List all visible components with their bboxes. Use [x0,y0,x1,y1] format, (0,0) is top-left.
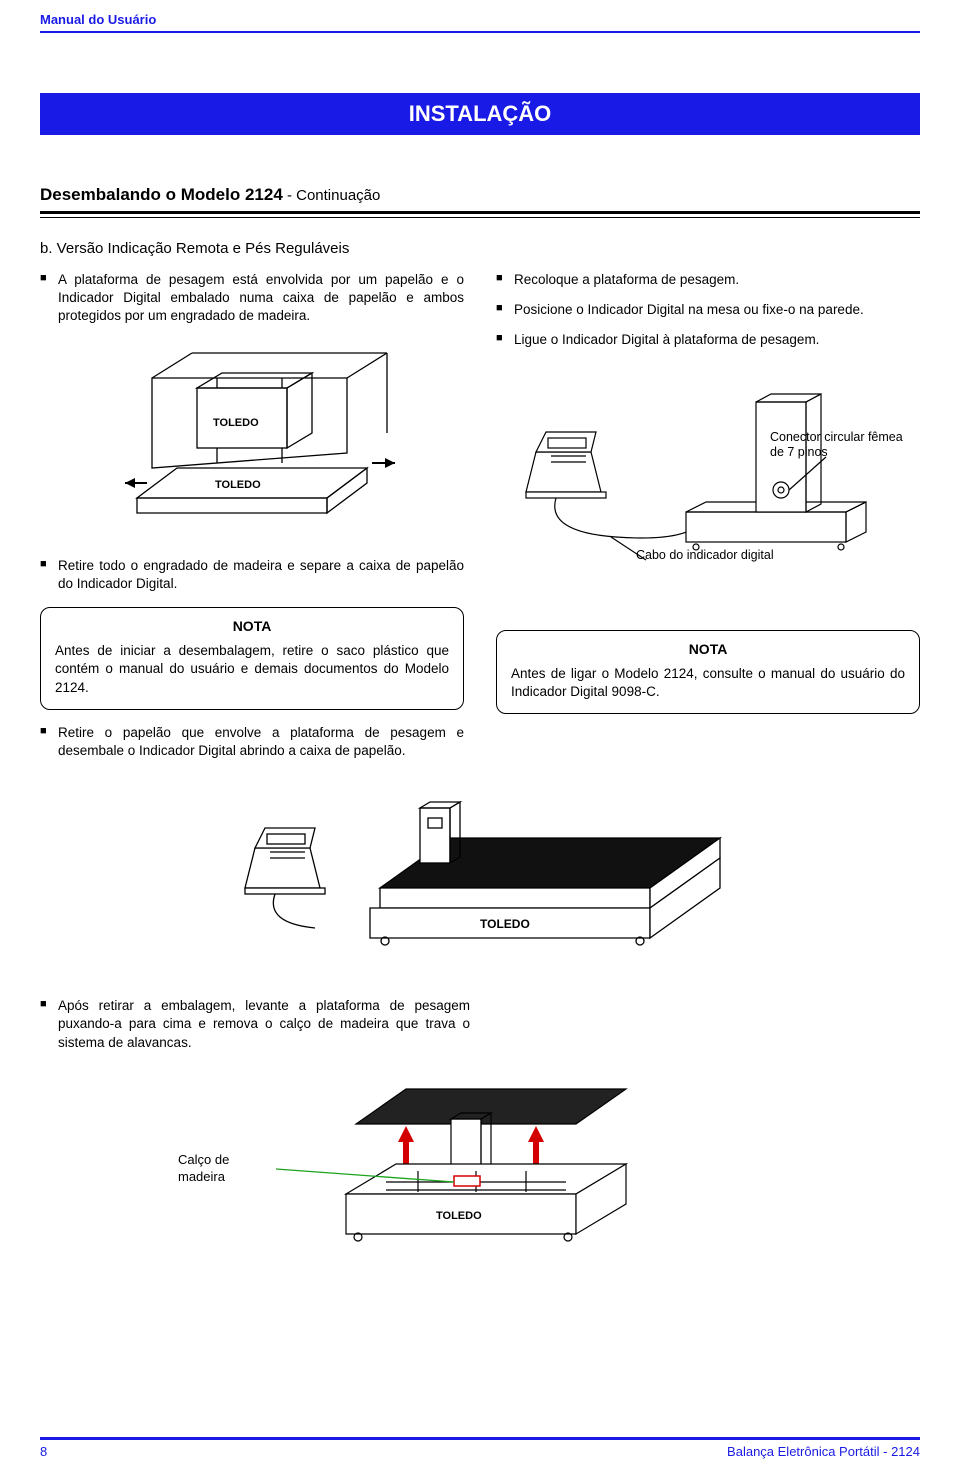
right-bullet-3: Ligue o Indicador Digital à plataforma d… [496,331,920,349]
figure-platform: TOLEDO [40,778,920,981]
section-heading-text: Desembalando o Modelo 2124 [40,185,283,204]
svg-text:TOLEDO: TOLEDO [215,479,261,491]
header-title: Manual do Usuário [40,12,920,27]
figure-connector: Conector circular fêmea de 7 pinos Cabo … [496,362,920,572]
right-bullet-1: Recoloque a plataforma de pesagem. [496,271,920,289]
footer-rule [40,1437,920,1440]
svg-text:TOLEDO: TOLEDO [213,417,259,429]
section-continuation: - Continuação [283,187,381,204]
figure-crate: TOLEDO TOLEDO [40,338,464,541]
svg-text:TOLEDO: TOLEDO [480,917,530,931]
nota-box-2: NOTA Antes de ligar o Modelo 2124, consu… [496,630,920,714]
nota2-body: Antes de ligar o Modelo 2124, consulte o… [511,665,905,701]
left-bullet-3: Retire o papelão que envolve a plataform… [40,724,464,760]
right-column: Recoloque a plataforma de pesagem. Posic… [496,271,920,772]
left-bullet-4: Após retirar a embalagem, levante a plat… [40,997,470,1052]
section-rule-thin [40,217,920,218]
left-column: A plataforma de pesagem está envolvida p… [40,271,464,772]
nota2-title: NOTA [511,641,905,657]
nota1-body: Antes de iniciar a desembalagem, retire … [55,642,449,697]
nota1-title: NOTA [55,618,449,634]
left-bullet-1: A plataforma de pesagem está envolvida p… [40,271,464,326]
calco-label: Calço de madeira [178,1152,258,1186]
product-name: Balança Eletrônica Portátil - 2124 [727,1444,920,1459]
right-bullet-2: Posicione o Indicador Digital na mesa ou… [496,301,920,319]
page-footer: 8 Balança Eletrônica Portátil - 2124 [40,1437,920,1459]
svg-text:TOLEDO: TOLEDO [436,1210,482,1222]
figure-calco: Calço de madeira [40,1064,920,1274]
callout-cable: Cabo do indicador digital [636,548,796,564]
header-rule [40,31,920,33]
section-heading: Desembalando o Modelo 2124 - Continuação [40,185,920,205]
subsection-heading: b. Versão Indicação Remota e Pés Reguláv… [40,240,920,257]
page-number: 8 [40,1444,47,1459]
section-banner: INSTALAÇÃO [40,93,920,135]
section-rule-thick [40,211,920,214]
left-bullet-2: Retire todo o engradado de madeira e sep… [40,557,464,593]
nota-box-1: NOTA Antes de iniciar a desembalagem, re… [40,607,464,710]
callout-connector: Conector circular fêmea de 7 pinos [770,430,920,461]
